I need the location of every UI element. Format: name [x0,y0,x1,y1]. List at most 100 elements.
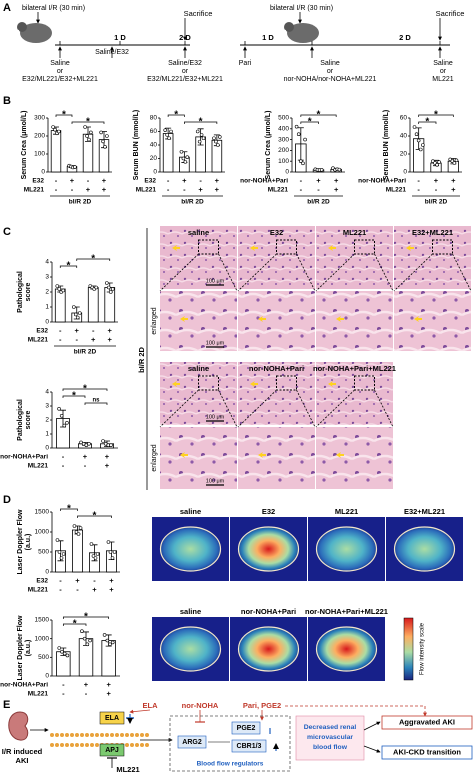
membrane [60,743,64,747]
data-point [57,129,61,134]
membrane [75,743,79,747]
y-axis-label: (a.u.) [25,534,32,551]
zoom-box [276,239,297,255]
significance-bracket [62,623,87,626]
membrane [75,733,79,737]
mouse-icon [16,29,20,33]
treatment-label: ML221 [28,587,49,594]
significance-label: * [83,384,87,395]
mouse-icon [17,22,27,32]
enlarged-image [316,291,393,351]
significance-bracket [55,114,73,117]
membrane [50,743,54,747]
data-point [418,147,423,152]
y-tick-label: 0 [45,673,49,680]
significance-label: * [67,261,71,272]
data-point [105,638,110,643]
group-label: bI/R 2D [425,199,448,206]
y-tick-label: 2 [45,417,49,424]
membrane [145,733,149,737]
outcome-label: Aggravated AKI [399,717,455,726]
data-point [163,128,167,132]
data-point [57,550,62,554]
data-point [57,287,62,291]
arrow-marker [328,381,336,387]
significance-label: * [91,254,95,265]
membrane [90,743,94,747]
label: APJ [105,747,119,754]
data-point [299,159,303,163]
group-label: bI/R 2D [181,199,204,206]
membrane [80,743,84,747]
treatment-sign: - [59,585,62,594]
image-label: ML221 [335,507,358,516]
data-point [112,550,117,554]
scale-bar-label: 100 μm [206,478,225,484]
significance-bracket [62,395,86,398]
arrow-marker [336,316,344,322]
data-point [85,134,89,138]
label: or [182,68,189,75]
treatment-sign: - [87,176,90,185]
treatment-sign: + [451,185,456,194]
zoom-box [198,375,219,391]
label: Saline [320,60,340,67]
treatment-sign: + [102,176,107,185]
significance-bracket [76,258,111,261]
treatment-label: ML221 [136,187,157,194]
membrane [95,733,99,737]
membrane [90,733,94,737]
panel-label: A [3,2,11,14]
regulator-item [231,739,267,753]
significance-bracket [62,616,110,619]
significance-label: * [308,117,312,128]
data-point [185,155,190,159]
data-point [73,312,78,317]
data-point [167,136,171,141]
kidney-icon [8,711,29,741]
enlarged-image [238,291,315,351]
data-point [81,441,86,446]
y-tick-label: 0 [45,445,49,452]
data-point [303,137,307,142]
treatment-label: ML221 [24,187,45,194]
label: ELA [105,715,119,722]
treatment-sign: + [92,585,97,594]
regulator-box [169,715,291,772]
enlarged-image [238,427,315,489]
arrow-marker [406,245,414,251]
treatment-sign: - [92,326,95,335]
effect-label: microvascular [307,734,353,741]
treatment-sign: - [417,185,420,194]
data-point [83,125,87,129]
data-point [179,149,184,154]
significance-bracket [300,121,319,124]
membrane [70,733,74,737]
zoom-line [237,389,277,428]
treatment-label: nor-NOHA+Pari [240,178,288,185]
membrane [60,733,64,737]
y-tick-label: 60 [400,115,408,122]
mouse-icon [287,23,319,43]
arrow-marker [172,245,180,251]
membrane [50,733,54,737]
significance-bracket [84,402,108,405]
image-label: nor-NOHA+Pari+ML221 [305,607,388,616]
data-point [106,285,111,290]
data-point [84,443,89,448]
data-point [296,132,301,136]
significance-label: * [73,619,77,630]
y-tick-label: 1 [45,431,49,438]
treatment-sign: - [167,185,170,194]
treatment-sign: + [334,176,339,185]
treatment-label: ML221 [268,187,289,194]
treatment-sign: - [199,176,202,185]
significance-bracket [418,121,437,124]
y-tick-label: 40 [400,133,408,140]
treatment-sign: + [108,335,113,344]
panel-label: C [3,226,11,238]
treatment-label: E32 [36,328,48,335]
data-point [103,145,107,149]
arrow-marker [328,245,336,251]
y-tick-label: 4 [45,389,49,396]
